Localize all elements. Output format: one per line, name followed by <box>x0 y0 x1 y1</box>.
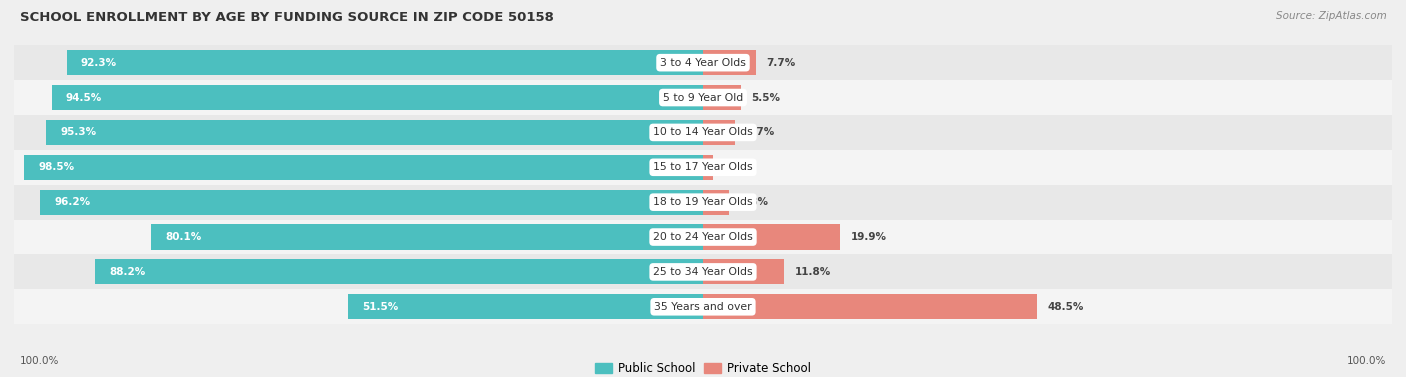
Text: 10 to 14 Year Olds: 10 to 14 Year Olds <box>654 127 752 138</box>
Text: 5 to 9 Year Old: 5 to 9 Year Old <box>662 92 744 103</box>
Text: 19.9%: 19.9% <box>851 232 886 242</box>
Text: 25 to 34 Year Olds: 25 to 34 Year Olds <box>654 267 752 277</box>
Bar <box>14 115 1392 150</box>
Bar <box>703 155 713 180</box>
Text: 80.1%: 80.1% <box>165 232 201 242</box>
Text: 100.0%: 100.0% <box>20 356 59 366</box>
Text: 15 to 17 Year Olds: 15 to 17 Year Olds <box>654 162 752 172</box>
Bar <box>703 85 741 110</box>
Bar <box>703 294 1038 319</box>
Bar <box>703 120 735 145</box>
Text: 100.0%: 100.0% <box>1347 356 1386 366</box>
Text: 95.3%: 95.3% <box>60 127 97 138</box>
Bar <box>14 290 1392 324</box>
Bar <box>46 120 703 145</box>
Text: 4.7%: 4.7% <box>745 127 775 138</box>
Bar <box>14 254 1392 290</box>
Text: SCHOOL ENROLLMENT BY AGE BY FUNDING SOURCE IN ZIP CODE 50158: SCHOOL ENROLLMENT BY AGE BY FUNDING SOUR… <box>20 11 554 24</box>
Text: 1.5%: 1.5% <box>724 162 752 172</box>
Bar <box>14 80 1392 115</box>
Text: 88.2%: 88.2% <box>110 267 145 277</box>
Bar <box>703 190 730 215</box>
Bar <box>14 150 1392 185</box>
Text: 3 to 4 Year Olds: 3 to 4 Year Olds <box>659 58 747 68</box>
Legend: Public School, Private School: Public School, Private School <box>591 357 815 377</box>
Bar <box>52 85 703 110</box>
Bar <box>67 50 703 75</box>
Bar <box>14 185 1392 219</box>
Text: 18 to 19 Year Olds: 18 to 19 Year Olds <box>654 197 752 207</box>
Text: 35 Years and over: 35 Years and over <box>654 302 752 312</box>
Text: 48.5%: 48.5% <box>1047 302 1084 312</box>
Bar <box>703 224 841 250</box>
Text: 3.8%: 3.8% <box>740 197 769 207</box>
Text: 96.2%: 96.2% <box>53 197 90 207</box>
Text: Source: ZipAtlas.com: Source: ZipAtlas.com <box>1275 11 1386 21</box>
Text: 7.7%: 7.7% <box>766 58 796 68</box>
Bar <box>14 45 1392 80</box>
Bar <box>349 294 703 319</box>
Text: 98.5%: 98.5% <box>38 162 75 172</box>
Text: 20 to 24 Year Olds: 20 to 24 Year Olds <box>654 232 752 242</box>
Bar <box>14 219 1392 254</box>
Bar <box>96 259 703 285</box>
Text: 94.5%: 94.5% <box>66 92 103 103</box>
Text: 51.5%: 51.5% <box>361 302 398 312</box>
Text: 11.8%: 11.8% <box>794 267 831 277</box>
Bar <box>703 259 785 285</box>
Bar <box>152 224 703 250</box>
Text: 5.5%: 5.5% <box>751 92 780 103</box>
Bar <box>24 155 703 180</box>
Text: 92.3%: 92.3% <box>82 58 117 68</box>
Bar <box>703 50 756 75</box>
Bar <box>41 190 703 215</box>
